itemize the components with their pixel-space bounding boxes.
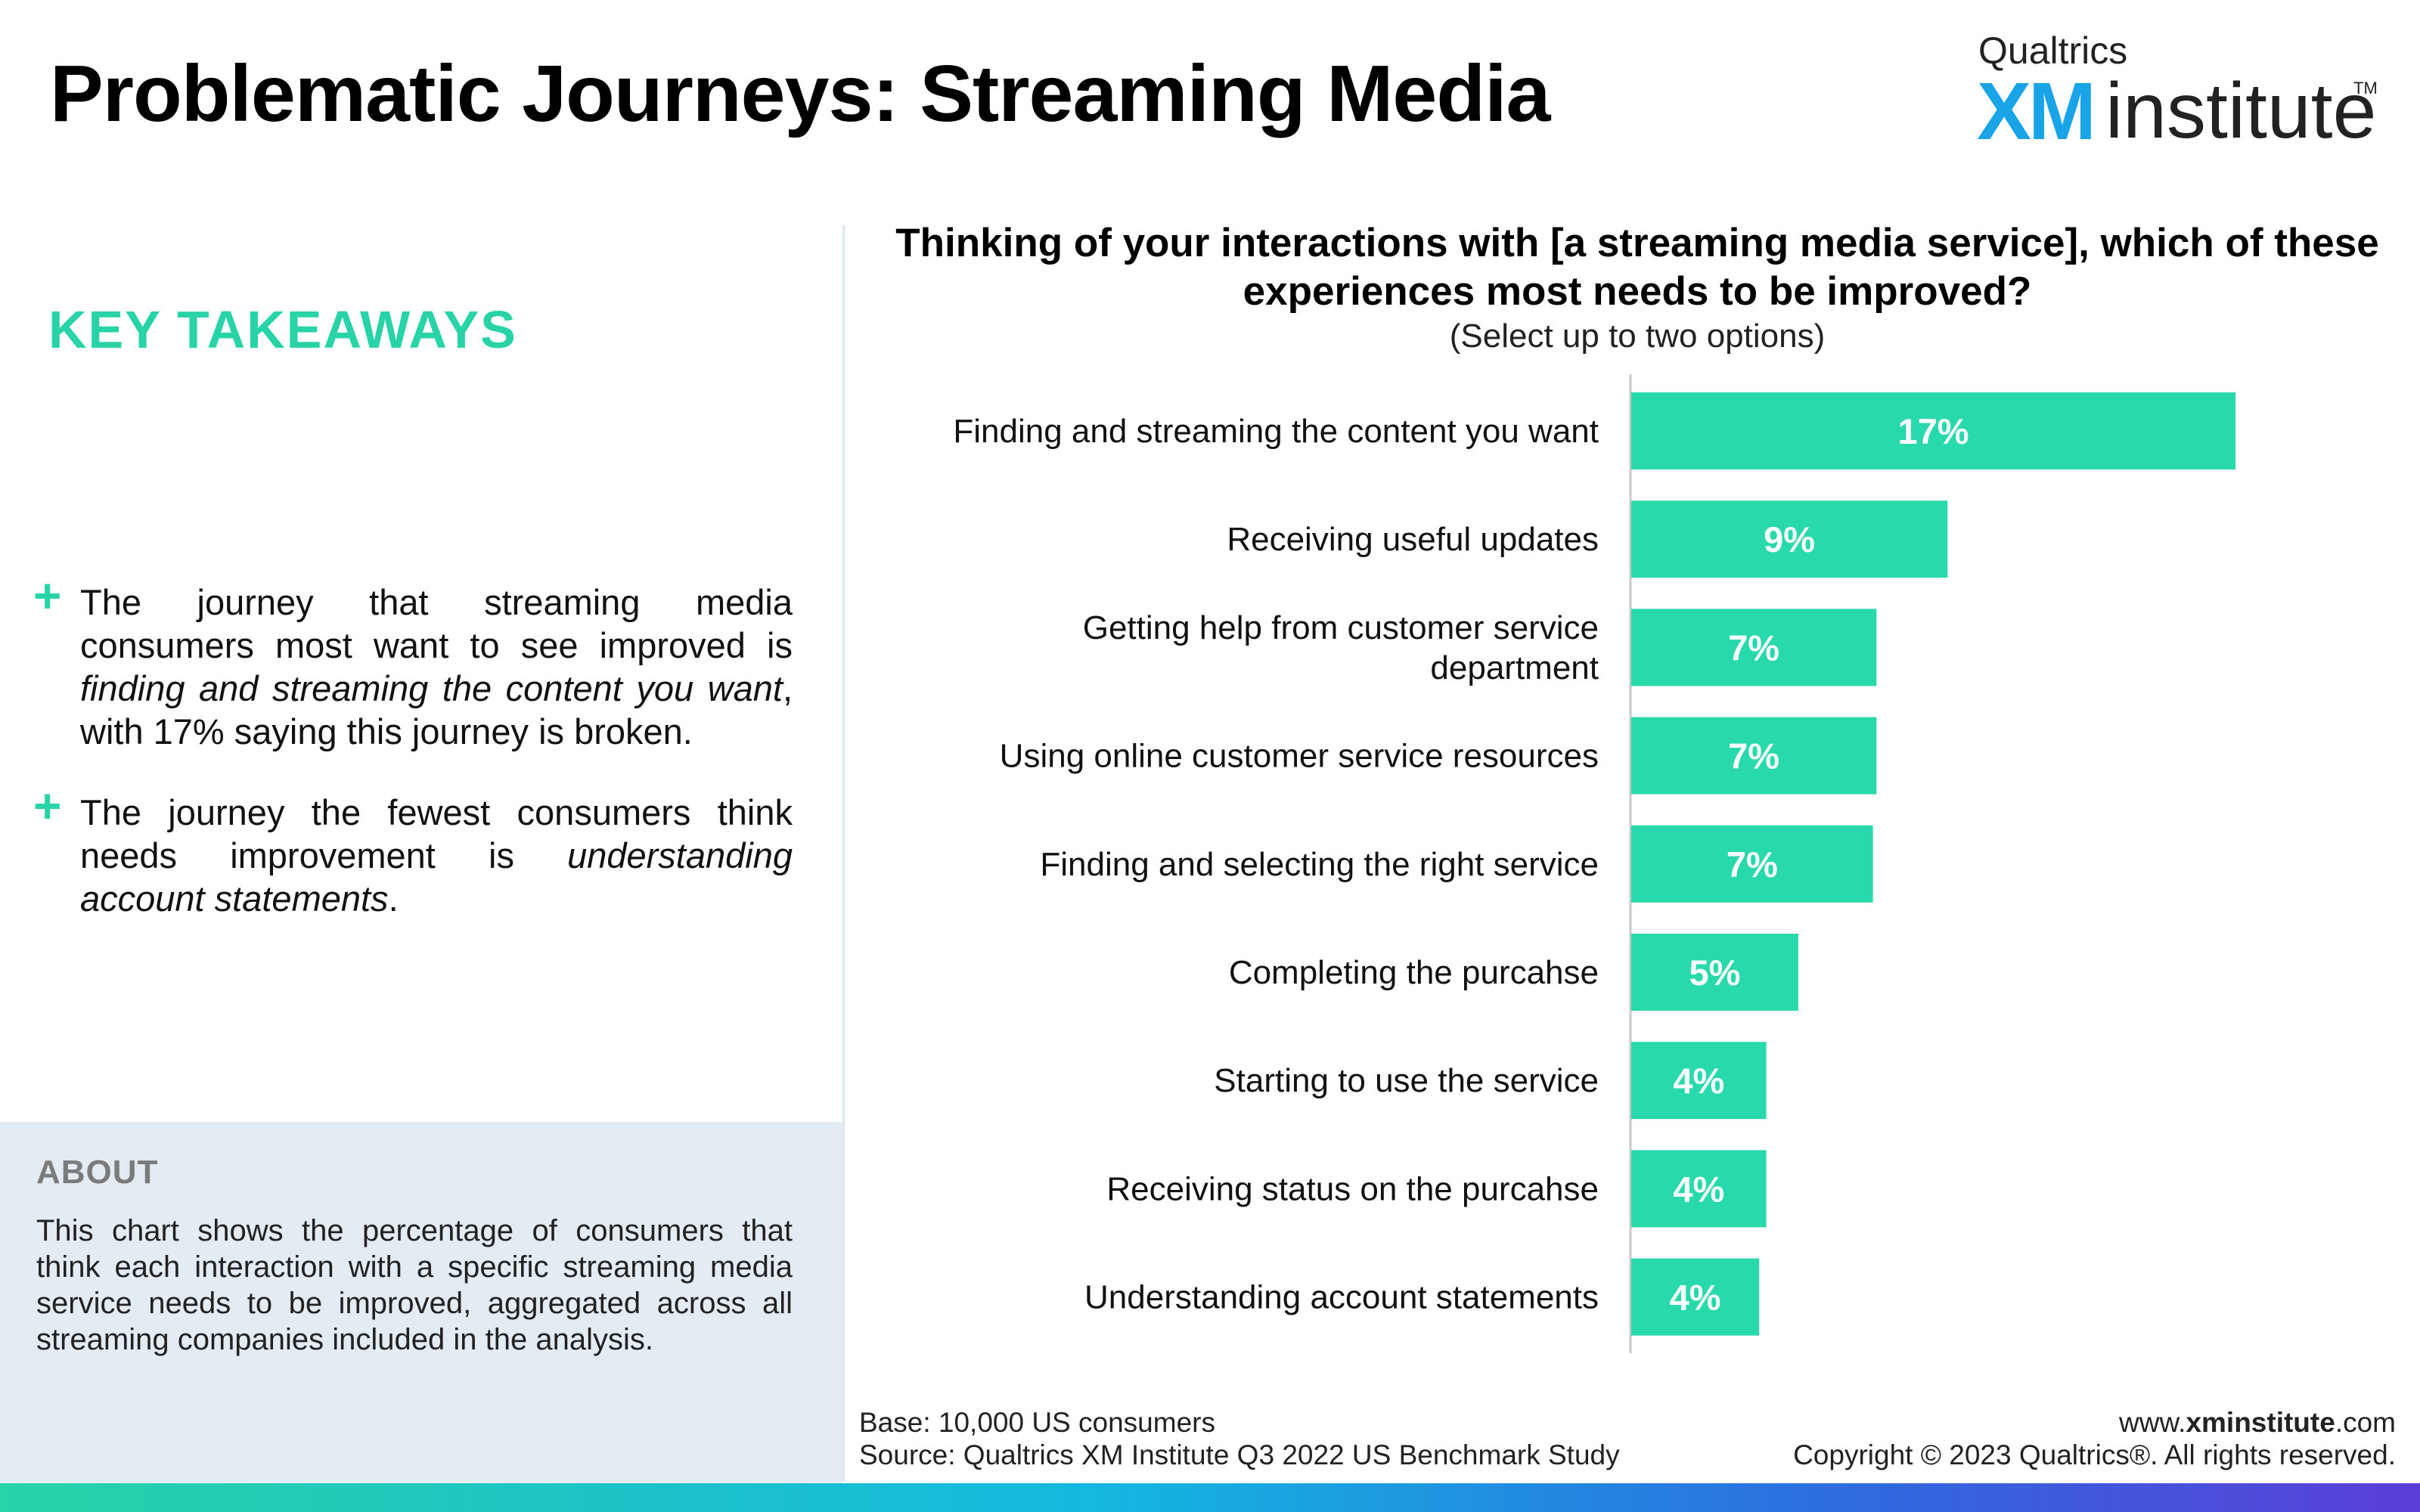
about-text: This chart shows the percentage of consu…	[36, 1214, 793, 1356]
source-note: Source: Qualtrics XM Institute Q3 2022 U…	[859, 1439, 1620, 1470]
takeaway-item: The journey the fewest consumers think n…	[80, 791, 793, 920]
takeaway-emphasis: understanding account statements	[80, 835, 793, 919]
bar	[1631, 609, 1877, 686]
logo-brand: Qualtrics	[1978, 29, 2128, 72]
plus-icon: +	[33, 779, 62, 833]
category-label: Completing the purcahse	[1229, 954, 1599, 991]
data-label: 17%	[1897, 411, 1969, 451]
footer-source: Base: 10,000 US consumers Source: Qualtr…	[859, 1406, 1620, 1471]
category-label: Receiving useful updates	[1227, 521, 1599, 558]
takeaway-text: The journey that streaming media consume…	[80, 582, 793, 665]
about-heading: ABOUT	[36, 1154, 159, 1191]
key-takeaways-heading: KEY TAKEAWAYS	[48, 300, 517, 359]
bar	[1631, 392, 2235, 469]
data-label: 4%	[1673, 1169, 1724, 1209]
bar	[1631, 717, 1877, 795]
bar	[1631, 1258, 1760, 1336]
plus-icon: +	[33, 569, 62, 623]
data-label: 4%	[1673, 1061, 1724, 1101]
footer-copyright: www.xminstitute.com Copyright © 2023 Qua…	[1793, 1406, 2396, 1471]
category-label: Finding and streaming the content you wa…	[953, 413, 1599, 450]
xm-institute-logo: Qualtrics XM institute TM	[1977, 29, 2378, 156]
vertical-divider	[842, 225, 845, 1482]
takeaway-text: .	[388, 878, 399, 919]
takeaway-emphasis: finding and streaming the content you wa…	[80, 668, 783, 708]
bar	[1631, 825, 1873, 903]
page-title: Problematic Journeys: Streaming Media	[50, 49, 1550, 138]
category-label: Getting help from customer service depart…	[1083, 609, 1599, 686]
takeaway-text: , with 17% saying this journey is broken…	[80, 668, 793, 751]
data-label: 7%	[1728, 627, 1779, 668]
url-domain: xminstitute	[2186, 1407, 2335, 1438]
about-panel	[0, 1122, 842, 1483]
bar	[1631, 500, 1948, 578]
bar-chart: 17% Finding and streaming the content you…	[953, 374, 2235, 1353]
category-label: Finding and selecting the right service	[1040, 846, 1599, 883]
chart-subtitle: (Select up to two options)	[1449, 318, 1826, 355]
category-label: Starting to use the service	[1214, 1062, 1599, 1099]
category-label: Understanding account statements	[1084, 1279, 1599, 1316]
data-label: 7%	[1727, 844, 1778, 885]
base-note: Base: 10,000 US consumers	[859, 1407, 1215, 1438]
logo-xm: XM	[1977, 65, 2096, 156]
logo-trademark: TM	[2353, 79, 2378, 98]
website-link[interactable]: www.xminstitute.com	[1793, 1406, 2396, 1439]
data-label: 4%	[1670, 1278, 1721, 1318]
category-label: Using online customer service resources	[1000, 738, 1599, 775]
takeaway-text: The journey the fewest consumers think n…	[80, 792, 793, 875]
url-suffix: .com	[2335, 1407, 2396, 1438]
url-prefix: www.	[2119, 1407, 2186, 1438]
chart-title: Thinking of your interactions with [a st…	[895, 221, 2379, 314]
data-label: 5%	[1689, 953, 1740, 993]
bar	[1631, 1042, 1767, 1120]
gradient-bar	[0, 1483, 2420, 1512]
data-label: 7%	[1728, 736, 1779, 776]
copyright-text: Copyright © 2023 Qualtrics®. All rights …	[1793, 1439, 2396, 1470]
category-label: Receiving status on the purcahse	[1106, 1170, 1599, 1207]
bar	[1631, 1150, 1767, 1228]
bar	[1631, 934, 1798, 1011]
data-label: 9%	[1764, 519, 1815, 559]
takeaway-item: The journey that streaming media consume…	[80, 581, 793, 753]
logo-institute: institute	[2105, 67, 2377, 155]
